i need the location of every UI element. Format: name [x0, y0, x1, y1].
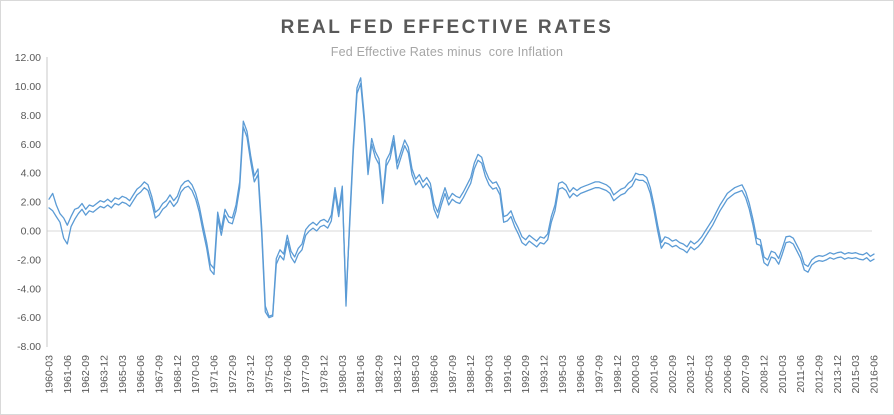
x-axis-tick-label: 1962-09 — [80, 355, 92, 394]
x-axis-tick-label: 2001-06 — [649, 355, 661, 394]
x-axis-tick-label: 2003-12 — [685, 355, 697, 394]
x-axis-tick-label: 2006-06 — [722, 355, 734, 394]
x-axis-tick-label: 1988-12 — [465, 355, 477, 394]
x-axis-tick-label: 1963-12 — [99, 355, 111, 394]
y-axis-tick-label: 2.00 — [21, 197, 42, 209]
y-axis-tick-label: 6.00 — [21, 139, 42, 151]
x-axis-tick-label: 1961-06 — [62, 355, 74, 394]
x-axis-tick-label: 1973-12 — [245, 355, 257, 394]
y-axis-tick-label: -2.00 — [17, 254, 41, 266]
x-axis-tick-label: 2012-09 — [814, 355, 826, 394]
x-axis-tick-label: 1983-12 — [392, 355, 404, 394]
x-axis-tick-label: 1998-12 — [612, 355, 624, 394]
x-axis-tick-label: 1980-03 — [337, 355, 349, 394]
x-axis-tick-label: 1985-03 — [410, 355, 422, 394]
y-axis-tick-label: 4.00 — [21, 168, 42, 180]
x-axis-tick-label: 1967-09 — [154, 355, 166, 394]
series-line-1 — [48, 77, 875, 317]
x-axis-tick-label: 1987-09 — [447, 355, 459, 394]
y-axis-labels: 12.00 10.00 8.00 6.00 4.00 2.00 0.00 -2.00 -4.00… — [15, 52, 41, 353]
y-axis-tick-label: -6.00 — [17, 312, 41, 324]
x-axis-tick-label: 2005-03 — [704, 355, 716, 394]
chart-subtitle: Fed Effective Rates minus core Inflation — [330, 45, 564, 59]
x-axis-tick-label: 1993-12 — [539, 355, 551, 394]
series-line-layer — [48, 77, 875, 319]
chart-title: REAL FED EFFECTIVE RATES — [280, 17, 614, 38]
x-axis-tick-label: 2016-06 — [869, 355, 881, 394]
x-axis-tick-label: 1997-09 — [594, 355, 606, 394]
x-axis-tick-label: 1971-06 — [209, 355, 221, 394]
x-axis-tick-label: 2010-03 — [777, 355, 789, 394]
series-line-2 — [48, 82, 875, 319]
x-axis-tick-label: 1982-09 — [374, 355, 386, 394]
x-axis-tick-label: 1960-03 — [44, 355, 56, 394]
x-axis-tick-label: 1975-03 — [264, 355, 276, 394]
x-axis-tick-label: 2002-09 — [667, 355, 679, 394]
x-axis-tick-label: 1976-06 — [282, 355, 294, 394]
x-axis-tick-label: 1981-06 — [355, 355, 367, 394]
x-axis-tick-label: 1990-03 — [484, 355, 496, 394]
y-axis-tick-label: 0.00 — [21, 226, 42, 238]
x-axis-tick-label: 2011-06 — [795, 355, 807, 393]
x-axis-tick-label: 1970-03 — [190, 355, 202, 394]
x-axis-tick-label: 2000-03 — [630, 355, 642, 394]
y-axis-tick-label: 8.00 — [21, 110, 42, 122]
x-axis-tick-label: 2013-12 — [832, 355, 844, 394]
x-axis-labels: 1960-03 1961-06 1962-09 1963-12 1965-03 1966-… — [44, 355, 881, 394]
x-axis-tick-label: 2015-03 — [850, 355, 862, 394]
y-axis-tick-label: -8.00 — [17, 341, 41, 353]
y-axis-tick-label: 12.00 — [15, 52, 41, 64]
x-axis-tick-label: 1965-03 — [117, 355, 129, 394]
x-axis-tick-label: 1968-12 — [172, 355, 184, 394]
x-axis-tick-label: 1978-12 — [319, 355, 331, 394]
x-axis-tick-label: 1986-06 — [429, 355, 441, 394]
x-axis-tick-label: 1977-09 — [300, 355, 312, 394]
y-axis-tick-label: -4.00 — [17, 283, 41, 295]
x-axis-tick-label: 1966-06 — [135, 355, 147, 394]
x-axis-tick-label: 2008-12 — [759, 355, 771, 394]
x-axis-tick-label: 1996-06 — [575, 355, 587, 394]
x-axis-tick-label: 1991-06 — [502, 355, 514, 394]
x-axis-tick-label: 2007-09 — [740, 355, 752, 394]
x-axis-tick-label: 1992-09 — [520, 355, 532, 394]
x-axis-tick-label: 1995-03 — [557, 355, 569, 394]
y-axis-tick-label: 10.00 — [15, 81, 41, 93]
x-axis-tick-label: 1972-09 — [227, 355, 239, 394]
